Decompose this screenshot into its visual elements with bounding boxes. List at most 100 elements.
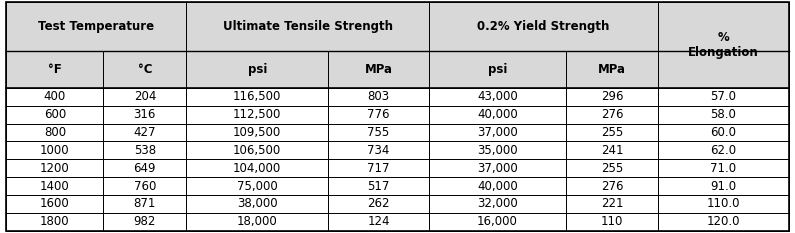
Text: Test Temperature: Test Temperature bbox=[38, 20, 154, 33]
Text: 1400: 1400 bbox=[40, 180, 70, 192]
Text: 91.0: 91.0 bbox=[711, 180, 736, 192]
Bar bbox=[429, 51, 566, 88]
Bar bbox=[566, 213, 658, 231]
Text: MPa: MPa bbox=[598, 63, 626, 76]
Bar bbox=[6, 141, 103, 159]
Bar bbox=[186, 177, 328, 195]
Text: 18,000: 18,000 bbox=[237, 215, 277, 228]
Bar bbox=[328, 106, 429, 124]
Text: 427: 427 bbox=[134, 126, 156, 139]
Text: 124: 124 bbox=[367, 215, 390, 228]
Bar bbox=[103, 124, 186, 141]
Bar bbox=[429, 177, 566, 195]
Bar bbox=[186, 124, 328, 141]
Bar bbox=[186, 88, 328, 106]
Bar bbox=[103, 213, 186, 231]
Bar bbox=[103, 51, 186, 88]
Text: 871: 871 bbox=[134, 197, 156, 210]
Text: 982: 982 bbox=[134, 215, 156, 228]
Bar bbox=[103, 106, 186, 124]
Text: 734: 734 bbox=[367, 144, 390, 157]
Bar bbox=[658, 195, 789, 213]
Bar bbox=[566, 106, 658, 124]
Bar bbox=[658, 2, 789, 88]
Text: 803: 803 bbox=[367, 90, 390, 103]
Bar bbox=[6, 159, 103, 177]
Text: 40,000: 40,000 bbox=[477, 180, 518, 192]
Text: 262: 262 bbox=[367, 197, 390, 210]
Bar bbox=[103, 195, 186, 213]
Text: 1000: 1000 bbox=[40, 144, 70, 157]
Bar bbox=[186, 51, 328, 88]
Bar bbox=[186, 159, 328, 177]
Text: 1800: 1800 bbox=[40, 215, 70, 228]
Bar bbox=[658, 213, 789, 231]
Bar bbox=[328, 159, 429, 177]
Bar bbox=[6, 195, 103, 213]
Text: 112,500: 112,500 bbox=[233, 108, 281, 121]
Text: 58.0: 58.0 bbox=[711, 108, 736, 121]
Text: 62.0: 62.0 bbox=[711, 144, 736, 157]
Text: 296: 296 bbox=[601, 90, 623, 103]
Text: 110: 110 bbox=[601, 215, 623, 228]
Text: 37,000: 37,000 bbox=[477, 126, 518, 139]
Bar bbox=[566, 195, 658, 213]
Text: 538: 538 bbox=[134, 144, 156, 157]
Bar bbox=[328, 141, 429, 159]
Bar bbox=[429, 213, 566, 231]
Bar bbox=[429, 124, 566, 141]
Text: 38,000: 38,000 bbox=[237, 197, 277, 210]
Bar bbox=[429, 159, 566, 177]
Text: 35,000: 35,000 bbox=[477, 144, 518, 157]
Bar bbox=[328, 124, 429, 141]
Text: 32,000: 32,000 bbox=[477, 197, 518, 210]
Text: 110.0: 110.0 bbox=[707, 197, 740, 210]
Bar bbox=[566, 159, 658, 177]
Bar bbox=[186, 106, 328, 124]
Bar bbox=[328, 51, 429, 88]
Bar bbox=[566, 141, 658, 159]
Text: Ultimate Tensile Strength: Ultimate Tensile Strength bbox=[223, 20, 393, 33]
Bar bbox=[6, 124, 103, 141]
Bar bbox=[658, 124, 789, 141]
Text: 1600: 1600 bbox=[40, 197, 70, 210]
Text: 255: 255 bbox=[601, 126, 623, 139]
Bar bbox=[566, 51, 658, 88]
Text: %
Elongation: % Elongation bbox=[688, 31, 758, 59]
Bar bbox=[566, 177, 658, 195]
Bar bbox=[658, 141, 789, 159]
Bar bbox=[328, 213, 429, 231]
Bar bbox=[566, 88, 658, 106]
Text: 43,000: 43,000 bbox=[477, 90, 518, 103]
Bar bbox=[6, 88, 103, 106]
Text: 255: 255 bbox=[601, 162, 623, 175]
Bar bbox=[103, 159, 186, 177]
Bar bbox=[429, 195, 566, 213]
Text: 204: 204 bbox=[134, 90, 156, 103]
Text: 40,000: 40,000 bbox=[477, 108, 518, 121]
Bar bbox=[658, 177, 789, 195]
Bar bbox=[186, 2, 429, 51]
Bar bbox=[566, 124, 658, 141]
Text: 276: 276 bbox=[601, 108, 623, 121]
Bar bbox=[429, 106, 566, 124]
Bar bbox=[103, 177, 186, 195]
Text: psi: psi bbox=[487, 63, 507, 76]
Bar bbox=[328, 195, 429, 213]
Bar bbox=[6, 51, 103, 88]
Text: °F: °F bbox=[48, 63, 62, 76]
Text: 776: 776 bbox=[367, 108, 390, 121]
Bar bbox=[103, 141, 186, 159]
Text: 241: 241 bbox=[601, 144, 623, 157]
Bar bbox=[328, 177, 429, 195]
Text: 517: 517 bbox=[367, 180, 390, 192]
Bar bbox=[658, 106, 789, 124]
Bar bbox=[429, 88, 566, 106]
Text: 71.0: 71.0 bbox=[711, 162, 736, 175]
Bar bbox=[6, 106, 103, 124]
Text: 104,000: 104,000 bbox=[233, 162, 281, 175]
Text: 109,500: 109,500 bbox=[233, 126, 281, 139]
Text: psi: psi bbox=[247, 63, 267, 76]
Text: 37,000: 37,000 bbox=[477, 162, 518, 175]
Text: MPa: MPa bbox=[365, 63, 393, 76]
